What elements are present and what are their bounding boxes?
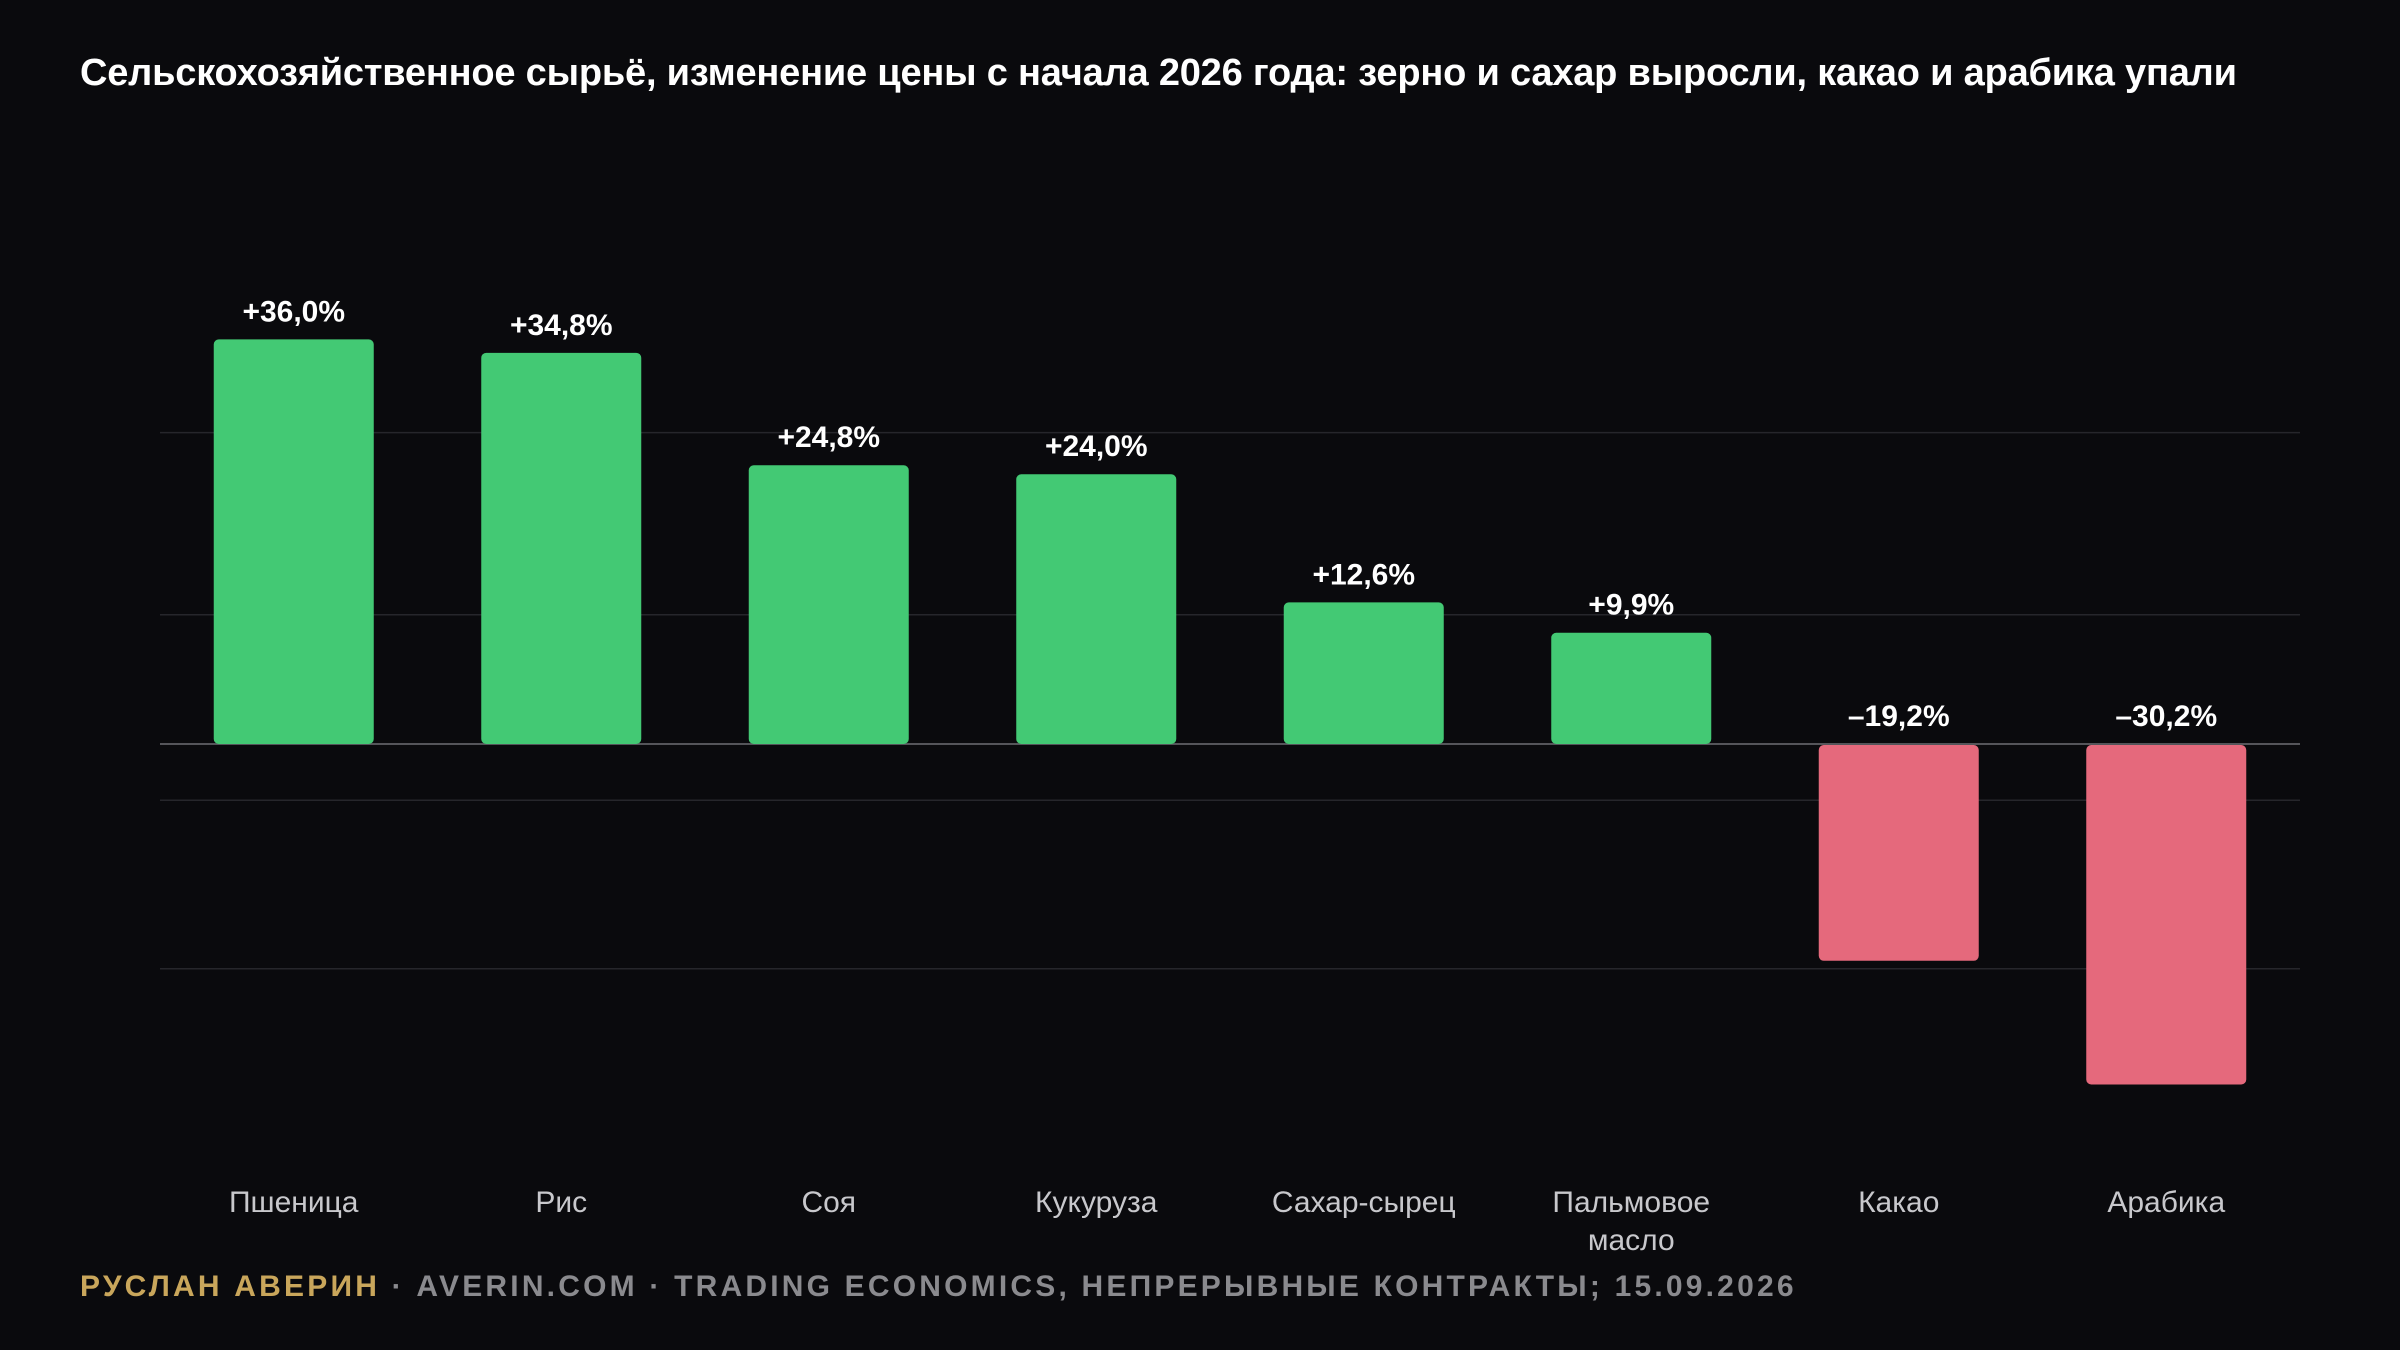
footer-separator: · bbox=[380, 1270, 417, 1303]
data-label: +24,8% bbox=[777, 421, 880, 454]
category-label: Рис bbox=[535, 1186, 587, 1219]
footer-credit: РУСЛАН АВЕРИН · AVERIN.COM · TRADING ECO… bbox=[80, 1270, 1797, 1304]
bar bbox=[213, 339, 374, 744]
category-label-line: Сахар-сырец bbox=[1272, 1186, 1456, 1219]
category-label-line: Рис bbox=[535, 1186, 587, 1219]
category-label: Какао bbox=[1858, 1186, 1939, 1219]
chart-title: Сельскохозяйственное сырьё, изменение це… bbox=[80, 52, 2237, 94]
category-label: Соя bbox=[801, 1186, 856, 1219]
footer-source: AVERIN.COM · TRADING ECONOMICS, НЕПРЕРЫВ… bbox=[416, 1270, 1797, 1303]
category-label-line: Пальмовое bbox=[1552, 1186, 1710, 1219]
category-label-line: Пшеница bbox=[229, 1186, 359, 1219]
bar bbox=[1818, 745, 1979, 961]
category-label-line: Какао bbox=[1858, 1186, 1939, 1219]
bar bbox=[1016, 474, 1177, 744]
bar bbox=[2086, 745, 2247, 1085]
data-label: –30,2% bbox=[2115, 700, 2217, 733]
category-label: Пальмовое масло bbox=[1552, 1186, 1710, 1257]
bar bbox=[481, 352, 642, 744]
category-label-line: Арабика bbox=[2107, 1186, 2225, 1219]
category-label-line: Кукуруза bbox=[1035, 1186, 1158, 1219]
data-label: +36,0% bbox=[242, 295, 345, 328]
category-label: Арабика bbox=[2107, 1186, 2225, 1219]
data-label: –19,2% bbox=[1848, 700, 1950, 733]
category-label-line: Соя bbox=[801, 1186, 856, 1219]
data-label: +24,0% bbox=[1045, 430, 1148, 463]
data-label: +34,8% bbox=[510, 309, 613, 342]
data-label: +9,9% bbox=[1588, 589, 1674, 622]
category-label: Пшеница bbox=[229, 1186, 359, 1219]
bar bbox=[1283, 602, 1444, 744]
category-label-line: масло bbox=[1588, 1224, 1675, 1257]
data-label: +12,6% bbox=[1312, 558, 1415, 591]
category-label: Сахар-сырец bbox=[1272, 1186, 1456, 1219]
footer-author: РУСЛАН АВЕРИН bbox=[80, 1270, 381, 1303]
category-label: Кукуруза bbox=[1035, 1186, 1158, 1219]
bar bbox=[748, 465, 909, 744]
bar bbox=[1551, 632, 1712, 744]
